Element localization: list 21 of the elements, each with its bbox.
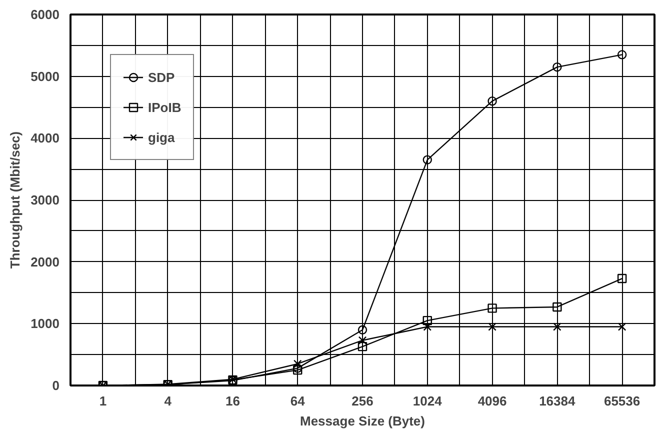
y-tick-label: 1000 xyxy=(30,316,60,332)
legend-label: giga xyxy=(148,130,175,144)
legend-label: IPoIB xyxy=(148,100,182,114)
y-tick-label: 6000 xyxy=(30,7,60,22)
x-tick-label: 1024 xyxy=(412,394,443,408)
x-tick-label: 1 xyxy=(99,394,107,408)
y-tick-label: 3000 xyxy=(30,192,60,208)
legend-label: SDP xyxy=(148,70,175,84)
y-tick-label: 2000 xyxy=(30,254,60,270)
x-axis-title: Message Size (Byte) xyxy=(300,414,426,428)
x-tick-label: 65536 xyxy=(604,394,640,408)
x-tick-label: 4 xyxy=(164,394,172,408)
x-tick-label: 256 xyxy=(352,394,374,408)
x-tick-label: 64 xyxy=(290,394,306,408)
x-tick-label: 4096 xyxy=(478,394,507,408)
x-tick-label: 16384 xyxy=(539,394,576,408)
y-tick-label: 5000 xyxy=(30,68,60,84)
y-tick-label: 0 xyxy=(52,378,60,393)
x-tick-label: 16 xyxy=(225,394,240,408)
y-tick-label: 4000 xyxy=(30,130,60,146)
y-axis-title: Throughput (Mbit/sec) xyxy=(8,131,23,269)
